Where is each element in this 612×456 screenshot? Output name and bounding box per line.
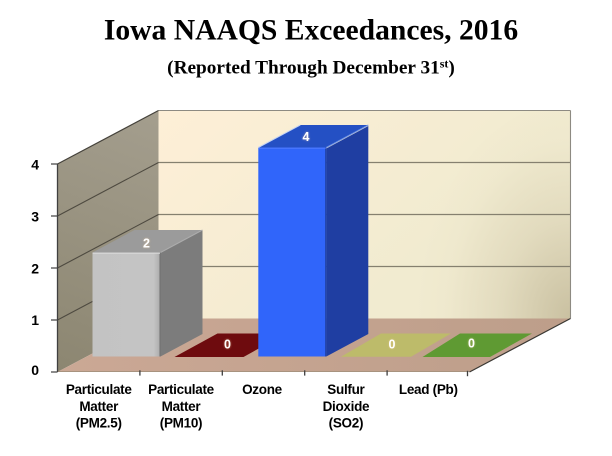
- svg-text:(Reported Through December 31s: (Reported Through December 31st): [167, 57, 455, 79]
- svg-text:Particulate: Particulate: [148, 382, 215, 397]
- svg-text:0: 0: [224, 338, 231, 352]
- svg-text:Matter: Matter: [79, 399, 119, 414]
- svg-text:(SO2): (SO2): [329, 416, 364, 431]
- svg-text:3: 3: [31, 209, 39, 225]
- svg-text:0: 0: [389, 338, 396, 352]
- svg-text:Dioxide: Dioxide: [323, 399, 370, 414]
- svg-text:2: 2: [143, 236, 150, 250]
- svg-text:Lead (Pb): Lead (Pb): [399, 382, 458, 397]
- svg-text:(PM10): (PM10): [160, 416, 202, 431]
- svg-text:1: 1: [31, 312, 39, 328]
- svg-text:Particulate: Particulate: [66, 382, 133, 397]
- svg-text:0: 0: [468, 337, 475, 351]
- svg-text:Ozone: Ozone: [242, 382, 283, 397]
- svg-text:(PM2.5): (PM2.5): [76, 416, 122, 431]
- svg-text:Matter: Matter: [162, 399, 202, 414]
- svg-text:2: 2: [31, 261, 39, 277]
- svg-text:Iowa NAAQS Exceedances, 2016: Iowa NAAQS Exceedances, 2016: [104, 15, 518, 47]
- svg-text:Sulfur: Sulfur: [327, 382, 365, 397]
- svg-text:4: 4: [303, 130, 310, 144]
- svg-text:4: 4: [31, 157, 39, 173]
- svg-text:0: 0: [31, 362, 39, 378]
